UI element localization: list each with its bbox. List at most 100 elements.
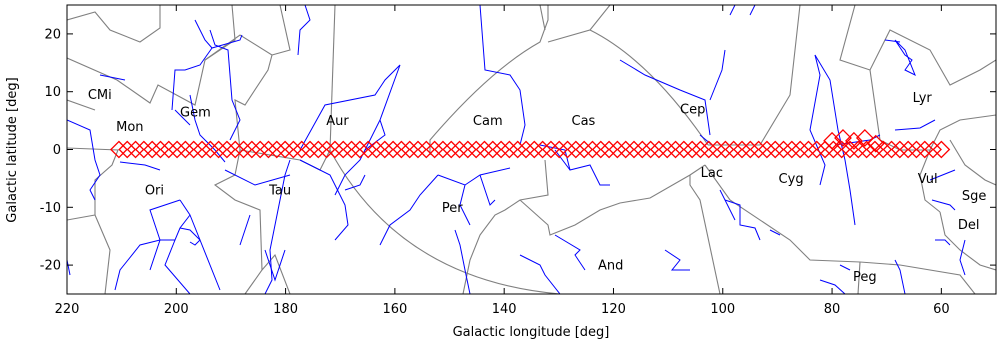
constellation-lines xyxy=(67,5,966,294)
field-marker xyxy=(874,140,893,159)
field-marker xyxy=(924,140,942,159)
field-marker xyxy=(193,140,211,159)
constellation-label: Cas xyxy=(572,114,596,129)
boundary-line xyxy=(547,29,709,146)
stick-figure xyxy=(479,5,526,146)
field-marker xyxy=(625,140,643,159)
y-tick-label: 20 xyxy=(44,27,61,42)
field-marker xyxy=(492,140,510,159)
stick-figure xyxy=(819,279,846,294)
field-marker xyxy=(716,140,735,159)
field-marker xyxy=(834,129,852,147)
stick-figure xyxy=(539,144,610,186)
field-marker xyxy=(600,140,618,159)
field-marker xyxy=(575,140,594,159)
stick-figure xyxy=(189,94,226,163)
x-tick-label: 200 xyxy=(164,302,189,317)
field-marker xyxy=(915,140,934,159)
field-marker xyxy=(400,140,419,159)
boundary-line xyxy=(261,253,291,294)
field-marker xyxy=(168,140,186,159)
constellation-label: Ori xyxy=(145,183,164,198)
boundary-line xyxy=(67,5,161,43)
field-marker xyxy=(591,140,610,159)
field-marker xyxy=(823,131,841,150)
stick-figure xyxy=(99,74,126,81)
stick-figure xyxy=(719,189,736,221)
stick-figure xyxy=(239,214,251,246)
stick-figure xyxy=(729,5,736,16)
field-marker xyxy=(882,140,901,159)
field-marker xyxy=(325,140,344,159)
constellation-label: Per xyxy=(442,201,463,216)
field-marker xyxy=(691,140,710,159)
y-tick-label: -20 xyxy=(40,259,61,274)
x-tick-label: 140 xyxy=(492,302,517,317)
plot-background xyxy=(67,5,996,294)
stick-figure xyxy=(894,259,906,294)
field-marker xyxy=(184,140,203,159)
field-marker xyxy=(392,140,411,159)
field-marker xyxy=(774,140,793,159)
stick-figure xyxy=(935,239,951,246)
field-marker xyxy=(855,129,874,147)
survey-fields xyxy=(109,129,951,159)
stick-figure xyxy=(299,159,349,241)
field-marker xyxy=(317,140,336,159)
stick-figure xyxy=(264,159,291,294)
constellation-label: Sge xyxy=(962,189,987,204)
stick-figure xyxy=(149,199,181,271)
field-marker xyxy=(276,140,294,159)
field-marker xyxy=(350,140,369,159)
field-marker xyxy=(899,140,918,159)
field-marker xyxy=(666,140,685,159)
field-marker xyxy=(832,140,851,159)
field-marker xyxy=(201,140,220,159)
field-marker xyxy=(384,140,402,159)
field-marker xyxy=(517,140,535,159)
constellation-boundaries xyxy=(67,5,996,294)
stick-figure xyxy=(959,239,966,276)
stick-figure xyxy=(749,5,756,16)
field-marker xyxy=(733,140,751,159)
x-tick-label: 120 xyxy=(601,302,626,317)
field-marker xyxy=(467,140,486,159)
field-marker xyxy=(450,140,469,159)
stick-figure xyxy=(119,161,161,171)
field-marker xyxy=(442,140,461,159)
boundary-line xyxy=(939,211,996,271)
constellation-label: Cyg xyxy=(779,172,804,187)
x-tick-label: 100 xyxy=(710,302,735,317)
constellation-label: Mon xyxy=(116,120,143,135)
stick-figure xyxy=(189,214,201,246)
x-tick-label: 220 xyxy=(55,302,80,317)
boundary-line xyxy=(67,147,119,215)
stick-figure xyxy=(931,199,956,211)
field-marker xyxy=(866,134,885,153)
stick-figure xyxy=(479,174,496,206)
field-marker xyxy=(708,140,726,159)
x-tick-label: 80 xyxy=(824,302,841,317)
field-marker xyxy=(807,140,826,159)
field-marker xyxy=(126,140,145,159)
field-marker xyxy=(217,140,236,159)
stick-figure xyxy=(264,249,286,282)
x-tick-label: 160 xyxy=(382,302,407,317)
field-marker xyxy=(226,140,245,159)
stick-figure xyxy=(839,264,851,271)
x-axis-title: Galactic longitude [deg] xyxy=(453,325,610,340)
field-marker xyxy=(566,140,585,159)
stick-figure xyxy=(709,49,726,101)
stick-figure xyxy=(171,47,213,111)
field-marker xyxy=(749,140,768,159)
y-axis-title: Galactic latitude [deg] xyxy=(5,77,20,222)
field-marker xyxy=(932,140,951,159)
field-marker xyxy=(134,140,153,159)
y-tick-label: -10 xyxy=(40,201,61,216)
stick-figure xyxy=(809,54,826,186)
stick-figure xyxy=(884,39,901,43)
stick-figure xyxy=(344,174,366,191)
field-marker xyxy=(757,140,776,159)
field-marker xyxy=(683,140,702,159)
